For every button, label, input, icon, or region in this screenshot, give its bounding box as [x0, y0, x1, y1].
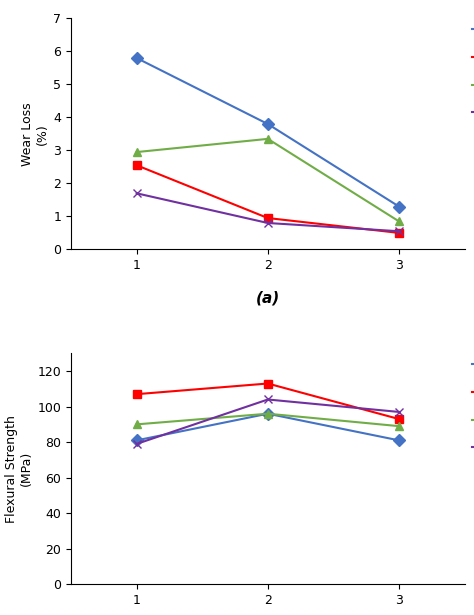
- BCP series(Ikere
Kaolin) at 1200oC: [265, 135, 271, 143]
- Legend: BCP series(Ikere
Kaolin) at 1000oC, BCP series(Okpella
Kaolin) at 1000oC, BCP se: BCP series(Ikere Kaolin) at 1000oC, BCP …: [473, 18, 474, 123]
- BCP series(Okpella
Kaolin) at 1200oC: [265, 220, 271, 227]
- BCP series(Ikere
Kaolin) at 1000oC: [134, 437, 139, 444]
- Text: (a): (a): [255, 291, 280, 306]
- BCP series(Okpella
Kalin) at 1200oC: [265, 396, 271, 403]
- Line: BCP series(Ikere
Kaolin) at 1000oC: BCP series(Ikere Kaolin) at 1000oC: [133, 54, 403, 211]
- Legend: BCP series(Ikere
Kaolin) at 1000oC, BCP series(Okpella
Kaolin) at 1000oC, BCP se: BCP series(Ikere Kaolin) at 1000oC, BCP …: [473, 353, 474, 458]
- Y-axis label: Wear Loss
(%): Wear Loss (%): [21, 102, 49, 165]
- BCP series(Ikere
Kaolin) at 1000oC: [265, 410, 271, 418]
- BCP series(Ikere
Kaolin) at 1000oC: [396, 437, 402, 444]
- BCP series(Okpella
Kaolin) at 1000oC: [134, 162, 139, 169]
- BCP series(Okpella
Kaolin) at 1000oC: [396, 229, 402, 237]
- Line: BCP series(Okpella
Kaolin) at 1200oC: BCP series(Okpella Kaolin) at 1200oC: [133, 189, 403, 236]
- Line: BCP series(Ikere
Kaolin) at 1200oC: BCP series(Ikere Kaolin) at 1200oC: [133, 135, 403, 226]
- BCP series(Ikere
Kaolin) at 1200oC: [134, 421, 139, 428]
- BCP series(Ikere
Kaolin) at 1200oC: [265, 410, 271, 418]
- BCP series(Ikere
Kaolin) at 1200oC: [134, 148, 139, 156]
- Line: BCP series(Ikere
Kaolin) at 1200oC: BCP series(Ikere Kaolin) at 1200oC: [133, 410, 403, 430]
- Line: BCP series(Okpella
Kaolin) at 1000oC: BCP series(Okpella Kaolin) at 1000oC: [133, 379, 403, 423]
- Line: BCP series(Okpella
Kaolin) at 1000oC: BCP series(Okpella Kaolin) at 1000oC: [133, 161, 403, 237]
- Line: BCP series(Ikere
Kaolin) at 1000oC: BCP series(Ikere Kaolin) at 1000oC: [133, 410, 403, 445]
- BCP series(Ikere
Kaolin) at 1200oC: [396, 423, 402, 430]
- BCP series(Ikere
Kaolin) at 1000oC: [396, 203, 402, 210]
- BCP series(Okpella
Kaolin) at 1200oC: [134, 189, 139, 197]
- BCP series(Okpella
Kaolin) at 1200oC: [396, 228, 402, 235]
- BCP series(Ikere
Kaolin) at 1200oC: [396, 218, 402, 225]
- BCP series(Okpella
Kaolin) at 1000oC: [265, 215, 271, 222]
- BCP series(Okpella
Kaolin) at 1000oC: [134, 391, 139, 398]
- BCP series(Okpella
Kalin) at 1200oC: [396, 408, 402, 416]
- BCP series(Okpella
Kaolin) at 1000oC: [396, 415, 402, 423]
- BCP series(Ikere
Kaolin) at 1000oC: [265, 121, 271, 128]
- Line: BCP series(Okpella
Kalin) at 1200oC: BCP series(Okpella Kalin) at 1200oC: [133, 395, 403, 448]
- BCP series(Okpella
Kaolin) at 1000oC: [265, 380, 271, 387]
- Y-axis label: Flexural Strength
(MPa): Flexural Strength (MPa): [5, 415, 33, 523]
- BCP series(Okpella
Kalin) at 1200oC: [134, 440, 139, 448]
- BCP series(Ikere
Kaolin) at 1000oC: [134, 54, 139, 62]
